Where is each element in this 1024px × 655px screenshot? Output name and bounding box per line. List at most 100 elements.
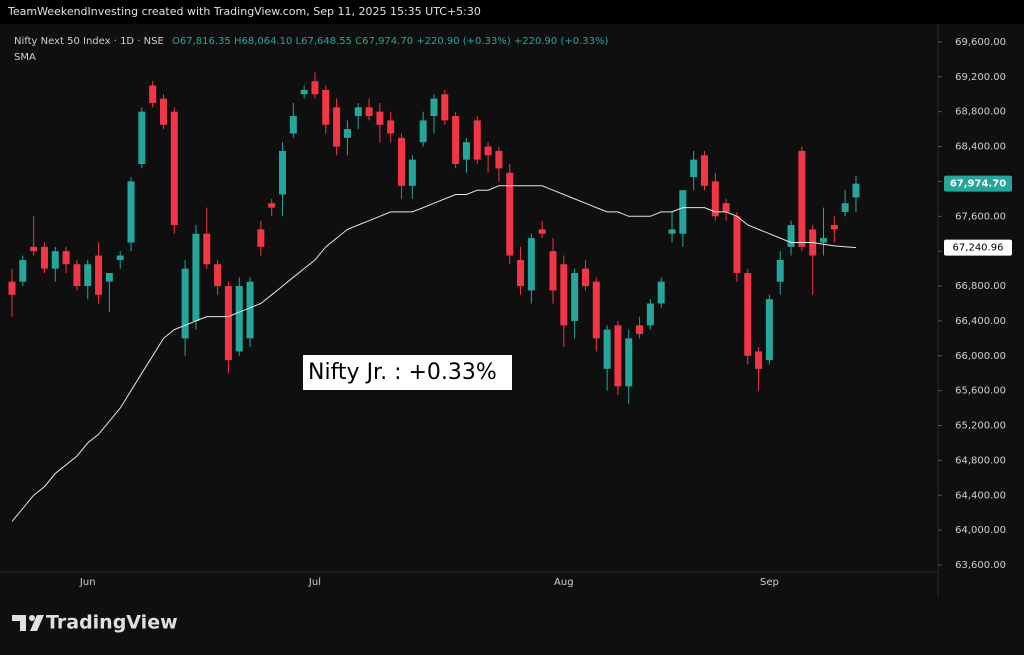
candle-body [354,107,362,117]
logo-icon [12,615,44,631]
candle-body [506,172,514,256]
candle-body [95,255,103,295]
y-tick-label: 64,000.00 [955,525,1006,536]
price-label: 67,974.70 [950,179,1006,190]
y-tick-label: 69,600.00 [955,37,1006,48]
candle-body [214,264,222,287]
candle-body [365,107,373,117]
candle-body [625,338,633,387]
candle-body [549,251,557,291]
candle-body [538,229,546,234]
candle-body [408,159,416,186]
candle-body [224,286,232,361]
candle-body [73,264,81,287]
candles [8,72,860,404]
candle-body [376,111,384,125]
candle-body [246,281,254,339]
sma-label: 67,240.96 [953,243,1004,254]
candle-body [581,268,589,287]
candle-body [603,329,611,369]
y-tick-label: 64,400.00 [955,490,1006,501]
price-label-box [944,175,1012,192]
candle-body [387,120,395,134]
y-tick-label: 67,600.00 [955,211,1006,222]
candle-body [398,137,406,186]
candle-body [690,159,698,178]
candle-body [527,238,535,291]
candle-body [852,183,860,198]
candle-body [40,246,48,269]
candle-body [798,150,806,247]
sma-label-box [944,239,1012,256]
candle-body [279,150,286,195]
logo-dot [29,615,35,621]
x-tick-label: Aug [554,577,574,588]
candle-body [203,233,211,265]
candle-body [614,325,622,387]
candle-body [322,89,330,125]
tradingview-logo: TradingView [12,612,178,634]
indicator-name: SMA [14,52,36,63]
y-tick-label: 68,400.00 [955,142,1006,153]
candle-body [192,233,200,321]
candle-body [571,272,579,321]
candle-body [343,129,351,138]
candle-body [84,264,92,287]
candle-body [235,286,243,352]
candle-body [159,98,167,125]
symbol-title: Nifty Next 50 Index · 1D · NSE [14,36,164,47]
candle-body [657,281,665,304]
ohlc-legend: O67,816.35 H68,064.10 L67,648.55 C67,974… [172,36,609,47]
top-bar [0,0,1024,24]
y-tick-label: 69,200.00 [955,72,1006,83]
candle-body [711,181,719,217]
candle-body [333,107,341,147]
candle-body [776,259,784,282]
candle-body [116,255,124,260]
y-tick-label: 63,600.00 [955,560,1006,571]
y-tick-label: 66,800.00 [955,281,1006,292]
candle-body [700,155,708,186]
candle-body [419,120,427,143]
candle-body [289,116,297,134]
annotation-box [303,355,512,390]
candle-body [830,225,838,230]
credit: TeamWeekendInvesting created with Tradin… [7,5,481,18]
candle-body [592,281,600,339]
candle-body [787,225,795,247]
y-tick-label: 66,000.00 [955,351,1006,362]
candle-body [138,111,146,164]
candle-body [495,150,503,169]
candle-body [170,111,178,226]
candle-body [181,268,189,339]
candle-body [820,238,827,243]
x-tick-label: Jun [79,577,96,588]
candle-body [149,85,157,103]
sma-line [11,185,857,522]
candle-body [636,325,644,334]
y-tick-label: 68,800.00 [955,107,1006,118]
y-tick-label: 66,400.00 [955,316,1006,327]
candle-body [473,120,481,160]
candle-body [19,259,27,282]
candle-body [300,89,308,95]
candle-body [257,229,265,247]
candle-body [51,251,59,269]
x-tick-label: Sep [760,577,779,588]
candle-body [560,264,568,326]
candle-body [452,116,460,164]
candle-body [765,299,773,361]
candle-body [517,259,525,287]
annotation: Nifty Jr. : +0.33% [308,360,497,385]
x-tick-label: Jul [308,577,321,588]
candle-body [105,272,113,282]
candle-body [441,94,449,121]
candle-body [462,142,470,160]
candle-body [733,216,741,273]
candle-body [744,272,752,356]
candle-body [268,203,276,208]
y-tick-label: 65,600.00 [955,386,1006,397]
